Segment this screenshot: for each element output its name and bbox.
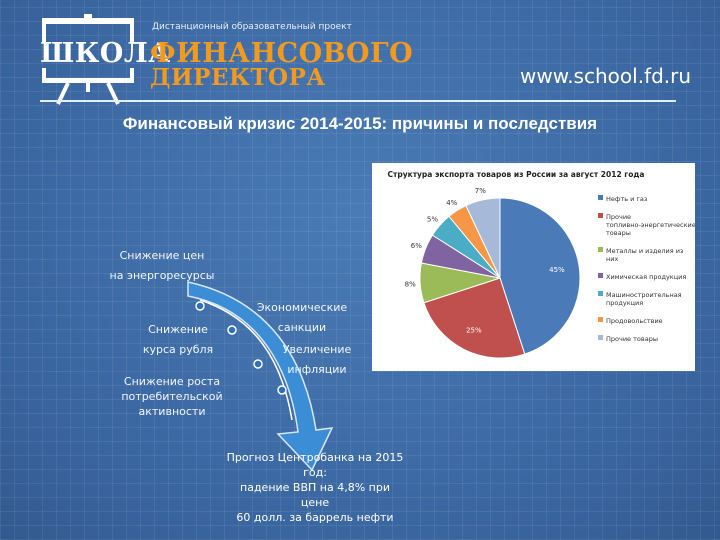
arrow-node-4	[277, 385, 287, 395]
legend-label: Продовольствие	[606, 317, 663, 325]
arrow-node-3	[253, 359, 263, 369]
website-url[interactable]: www.school.fd.ru	[520, 64, 692, 88]
cause-ruble-rate: Снижение курса рубля	[142, 323, 214, 356]
chart-title: Структура экспорта товаров из России за …	[388, 170, 645, 179]
pie-slice	[465, 197, 501, 279]
pie-slice-label: 6%	[411, 242, 422, 250]
legend-swatch	[598, 273, 603, 278]
legend-label: Нефть и газ	[606, 195, 648, 203]
header-divider	[40, 100, 676, 102]
legend-label: Металлы и изделия из них	[606, 247, 684, 263]
legend-swatch	[598, 247, 603, 252]
arrow-node-1	[195, 301, 205, 311]
logo-text-director: ДИРЕКТОРА	[150, 64, 326, 91]
legend-swatch	[598, 317, 603, 322]
legend-swatch	[598, 195, 603, 200]
pie-slice-label: 25%	[466, 326, 482, 334]
legend-swatch	[598, 335, 603, 340]
legend-label: Прочие топливно-энергетические товары	[606, 213, 695, 237]
legend-label: Машиностроительная продукция	[606, 291, 682, 307]
logo-text-financial: ФИНАНСОВОГО	[150, 38, 414, 69]
logo-text-school: ШКОЛА	[40, 38, 171, 69]
pie-chart: Структура экспорта товаров из России за …	[388, 170, 695, 359]
forecast-text: Прогноз Центробанка на 2015 год: падение…	[226, 451, 404, 524]
legend-label: Химическая продукция	[606, 273, 686, 281]
tagline: Дистанционный образовательный проект	[152, 22, 352, 32]
effect-inflation: Увеличение инфляции	[282, 343, 352, 376]
pie-slice-label: 8%	[405, 281, 416, 289]
slide-title: Финансовый кризис 2014-2015: причины и п…	[122, 114, 598, 133]
pie-slice-label: 4%	[446, 199, 457, 207]
cause-energy-prices: Снижение цен на энергоресурсы	[109, 249, 215, 282]
cause-sanctions: Экономические санкции	[256, 301, 348, 334]
pie-slice	[499, 197, 581, 355]
effect-demand: Снижение роста потребительской активност…	[121, 375, 223, 418]
export-structure-chart: Структура экспорта товаров из России за …	[372, 163, 695, 371]
pie-slice-label: 5%	[427, 215, 438, 223]
arrow-node-2	[227, 325, 237, 335]
pie-slice-label: 45%	[549, 266, 565, 274]
pie-slice-label: 7%	[475, 187, 486, 195]
legend-swatch	[598, 291, 603, 296]
legend-swatch	[598, 213, 603, 218]
pie-slice	[423, 277, 526, 359]
legend-label: Прочие товары	[606, 335, 658, 343]
